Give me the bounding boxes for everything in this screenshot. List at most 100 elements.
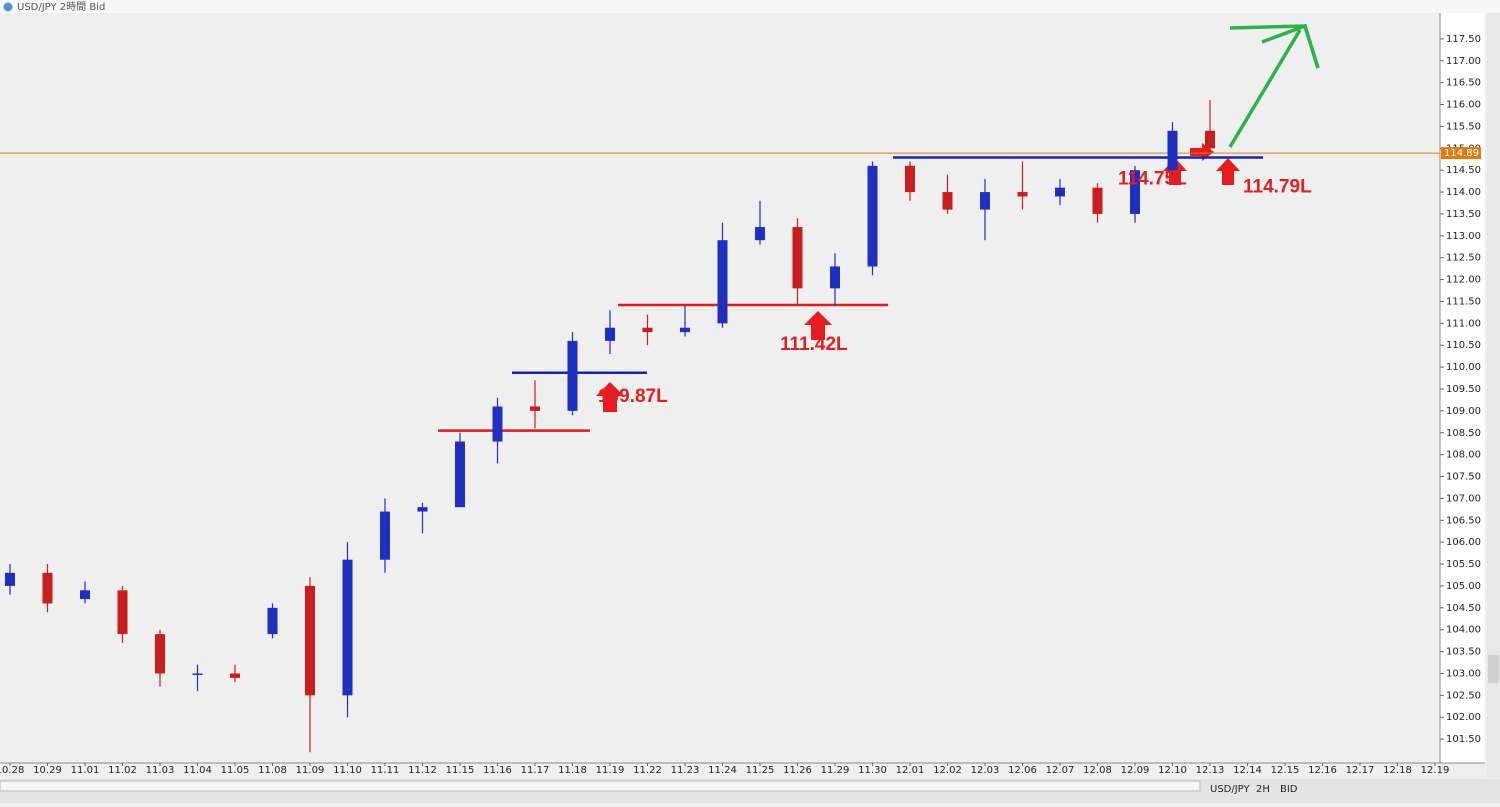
x-tick-label: 11.23 <box>671 765 700 776</box>
toolbar-dropdown[interactable]: USD/JPY <box>1210 784 1250 795</box>
y-tick-label: 110.00 <box>1446 362 1481 373</box>
x-tick-label: 11.02 <box>108 765 137 776</box>
x-tick-label: 12.03 <box>971 765 1000 776</box>
x-tick-label: 11.22 <box>633 765 662 776</box>
candle-body <box>680 327 690 333</box>
y-tick-label: 103.50 <box>1446 647 1481 658</box>
x-tick-label: 11.18 <box>558 765 587 776</box>
y-tick-label: 103.00 <box>1446 668 1481 679</box>
x-tick-label: 11.10 <box>333 765 362 776</box>
x-tick-label: 11.15 <box>446 765 475 776</box>
up-arrow <box>596 382 624 412</box>
x-tick-label: 12.13 <box>1196 765 1225 776</box>
title-bar <box>0 0 1500 13</box>
candle-body <box>530 406 540 411</box>
candle-body <box>755 227 765 241</box>
candle-body <box>42 572 53 604</box>
y-tick-label: 115.50 <box>1446 121 1481 132</box>
y-tick-label: 116.00 <box>1446 100 1481 111</box>
y-tick-label: 101.50 <box>1446 734 1481 745</box>
x-tick-label: 12.17 <box>1346 765 1375 776</box>
x-tick-label: 12.14 <box>1233 765 1262 776</box>
x-tick-label: 12.08 <box>1083 765 1112 776</box>
candle-body <box>605 327 615 341</box>
h-scrollbar[interactable] <box>0 780 1201 792</box>
y-tick-label: 113.00 <box>1446 231 1481 242</box>
x-tick-label: 11.05 <box>221 765 250 776</box>
y-tick-label: 111.50 <box>1446 296 1481 307</box>
x-tick-label: 11.01 <box>71 765 100 776</box>
candle-body <box>717 240 728 324</box>
current-price-label: 114.89 <box>1444 148 1479 159</box>
x-tick-label: 12.06 <box>1008 765 1037 776</box>
y-tick-label: 104.00 <box>1446 625 1481 636</box>
y-tick-label: 114.50 <box>1446 165 1481 176</box>
x-tick-label: 12.09 <box>1121 765 1150 776</box>
candle-body <box>867 165 878 267</box>
trend-arrow <box>1228 29 1302 148</box>
y-tick-label: 106.00 <box>1446 537 1481 548</box>
y-tick-label: 102.00 <box>1446 712 1481 723</box>
candle-body <box>155 634 165 674</box>
candle-body <box>492 406 503 442</box>
up-arrow <box>1216 158 1240 185</box>
annotation: 114.75L <box>1118 168 1187 189</box>
candle-body <box>117 590 128 635</box>
toolbar-dropdown[interactable]: BID <box>1280 784 1298 795</box>
trend-arrow-head <box>1261 23 1320 69</box>
x-tick-label: 11.29 <box>821 765 850 776</box>
x-tick-label: 10.28 <box>0 765 24 776</box>
y-tick-label: 105.50 <box>1446 559 1481 570</box>
y-tick-label: 114.00 <box>1446 187 1481 198</box>
x-tick-label: 12.19 <box>1421 765 1450 776</box>
x-tick-label: 12.02 <box>933 765 962 776</box>
candle-body <box>192 673 203 675</box>
x-tick-label: 11.16 <box>483 765 512 776</box>
x-tick-label: 11.24 <box>708 765 737 776</box>
y-tick-label: 106.50 <box>1446 515 1481 526</box>
candle-body <box>905 165 915 193</box>
candle-body <box>230 673 240 678</box>
y-tick-label: 110.50 <box>1446 340 1481 351</box>
candle-body <box>342 559 353 696</box>
y-tick-label: 108.50 <box>1446 428 1481 439</box>
scroll-thumb[interactable] <box>1488 655 1499 683</box>
candle-body <box>1130 170 1140 214</box>
x-tick-label: 12.18 <box>1383 765 1412 776</box>
x-tick-label: 12.01 <box>896 765 925 776</box>
candle-body <box>1167 130 1178 171</box>
y-tick-label: 102.50 <box>1446 690 1481 701</box>
candle-body <box>455 441 465 508</box>
x-tick-label: 11.12 <box>408 765 437 776</box>
y-tick-label: 109.50 <box>1446 384 1481 395</box>
candle-body <box>980 192 990 210</box>
annotation: 109.87L <box>598 386 668 407</box>
x-tick-label: 12.15 <box>1271 765 1300 776</box>
y-tick-label: 105.00 <box>1446 581 1481 592</box>
x-tick-label: 11.08 <box>258 765 287 776</box>
scrollbar[interactable] <box>1487 13 1500 778</box>
annotation: 114.79L <box>1243 177 1312 198</box>
y-tick-label: 112.50 <box>1446 253 1481 264</box>
current-price-tag <box>1441 147 1481 160</box>
x-tick-label: 11.26 <box>783 765 812 776</box>
x-tick-label: 12.10 <box>1158 765 1187 776</box>
y-tick-label: 108.00 <box>1446 450 1481 461</box>
candle-body <box>380 511 390 560</box>
candle-body <box>80 590 90 600</box>
candle-body <box>1092 187 1103 214</box>
y-tick-label: 107.50 <box>1446 472 1481 483</box>
y-tick-label: 111.00 <box>1446 318 1481 329</box>
toolbar-dropdown[interactable]: 2H <box>1256 784 1270 795</box>
candle-body <box>1205 130 1215 149</box>
x-tick-label: 11.17 <box>521 765 550 776</box>
x-tick-label: 11.04 <box>183 765 212 776</box>
candle-body <box>1017 192 1028 197</box>
candle-body <box>1055 187 1065 197</box>
y-tick-label: 107.00 <box>1446 493 1481 504</box>
y-tick-label: 117.00 <box>1446 56 1481 67</box>
x-tick-label: 11.09 <box>296 765 325 776</box>
toolbar: USD/JPY 2H BID <box>1210 784 1298 795</box>
